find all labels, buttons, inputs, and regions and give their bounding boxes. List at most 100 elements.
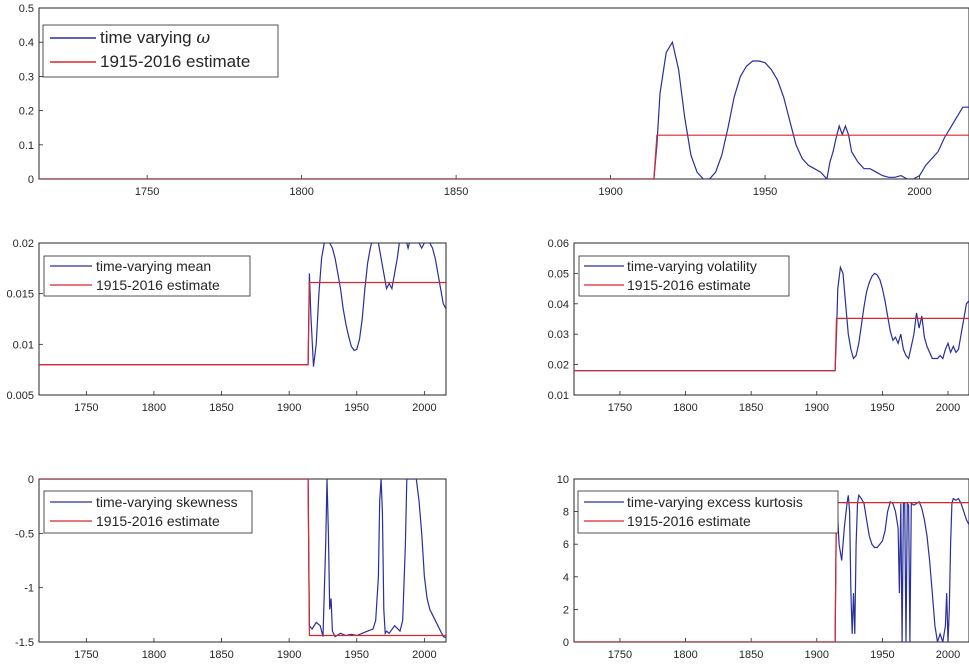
series-line-kurtosis-1 [574,502,969,642]
y-tick-label: 0.005 [6,390,34,402]
x-ticks-skewness: 1750 1800 1850 1900 1950 2000 [74,638,437,661]
legend-mean: time-varying mean 1915-2016 estimate [43,255,251,297]
y-tick-label: 0.015 [6,289,34,301]
x-tick-label: 1850 [739,649,763,661]
x-tick-label: 1950 [870,649,894,661]
x-ticks-omega: 1750 1800 1850 1900 1950 2000 [135,175,932,198]
y-tick-label: 0.05 [548,268,569,280]
y-tick-label: 0 [28,474,34,486]
x-tick-label: 1850 [444,186,468,198]
y-tick-label: 0 [28,174,34,186]
plot-kurtosis [574,493,969,642]
series-line-skewness-0 [39,479,446,639]
y-tick-label: 0.03 [548,329,569,341]
y-ticks-omega: 0 0.1 0.2 0.3 0.4 0.5 [19,3,43,186]
x-tick-label: 1750 [608,649,632,661]
y-tick-label: 6 [563,539,569,551]
y-tick-label: -0.5 [15,528,34,540]
x-tick-label: 1950 [753,186,777,198]
y-ticks-skewness: -1.5 -1 -0.5 0 [15,474,43,649]
y-tick-label: -1 [24,583,34,595]
y-tick-label: 0.02 [548,360,569,372]
chart-kurtosis: 0 2 4 6 8 10 1750 1800 1850 1900 1950 2000 time-va… [557,474,969,661]
legend-box-volatility [578,255,790,297]
x-ticks-kurtosis: 1750 1800 1850 1900 1950 2000 [608,638,960,661]
x-tick-label: 2000 [412,402,436,414]
x-tick-label: 2000 [936,402,960,414]
chart-volatility: 0.01 0.02 0.03 0.04 0.05 0.06 1750 1800 1850 190… [548,238,969,414]
x-tick-label: 1750 [608,402,632,414]
plot-mean [39,243,446,367]
x-tick-label: 2000 [936,649,960,661]
plot-volatility [574,265,969,372]
legend-omega: time varying ω 1915-2016 estimate [42,24,279,78]
series-line-kurtosis-0 [574,493,969,642]
y-tick-label: 10 [557,474,569,486]
legend-box-omega [42,24,279,78]
x-tick-label: 1750 [74,649,98,661]
x-tick-label: 2000 [907,186,931,198]
chart-mean: 0.005 0.01 0.015 0.02 1750 1800 1850 1900 1950 2… [6,238,447,414]
x-tick-label: 1850 [209,649,233,661]
y-tick-label: 0.02 [13,238,34,250]
legend-label-omega-1: 1915-2016 estimate [100,52,250,71]
legend-label-skewness-1: 1915-2016 estimate [96,513,220,529]
x-tick-label: 1950 [345,649,369,661]
x-tick-label: 1750 [74,402,98,414]
plot-skewness [39,479,446,639]
y-tick-label: 0 [563,637,569,649]
legend-label-mean-1: 1915-2016 estimate [96,277,220,293]
series-line-omega-0 [39,40,969,179]
plot-omega [39,40,969,179]
x-tick-label: 1950 [345,402,369,414]
x-tick-label: 1850 [739,402,763,414]
y-tick-label: 4 [563,572,569,584]
x-tick-label: 1800 [673,649,697,661]
x-tick-label: 1850 [209,402,233,414]
legend-label-mean-0: time-varying mean [96,258,211,274]
legend-skewness: time-varying skewness 1915-2016 estimate [43,490,253,534]
y-tick-label: 8 [563,507,569,519]
y-tick-label: 0.04 [548,299,569,311]
x-tick-label: 2000 [412,649,436,661]
x-tick-label: 1800 [142,649,166,661]
series-line-omega-1 [39,134,969,179]
legend-box-mean [43,255,251,297]
x-tick-label: 1800 [142,402,166,414]
x-ticks-volatility: 1750 1800 1850 1900 1950 2000 [608,391,960,414]
x-tick-label: 1900 [277,402,301,414]
y-tick-label: 0.01 [13,339,34,351]
y-tick-label: 0.2 [19,106,34,118]
x-tick-label: 1800 [673,402,697,414]
y-ticks-kurtosis: 0 2 4 6 8 10 [557,474,578,649]
series-line-volatility-1 [574,317,969,372]
x-tick-label: 1950 [870,402,894,414]
legend-label-kurtosis-0: time-varying excess kurtosis [627,494,803,510]
legend-kurtosis: time-varying excess kurtosis 1915-2016 e… [577,490,839,534]
x-tick-label: 1900 [805,402,829,414]
y-tick-label: 0.1 [19,140,34,152]
series-line-mean-0 [39,243,446,367]
series-line-volatility-0 [574,265,969,372]
y-ticks-volatility: 0.01 0.02 0.03 0.04 0.05 0.06 [548,238,578,402]
y-tick-label: 0.01 [548,390,569,402]
y-ticks-mean: 0.005 0.01 0.015 0.02 [6,238,43,402]
y-tick-label: 0.5 [19,3,34,15]
legend-label-volatility-1: 1915-2016 estimate [627,277,751,293]
legend-volatility: time-varying volatility 1915-2016 estima… [578,255,790,297]
x-tick-label: 1900 [805,649,829,661]
chart-omega: 0 0.1 0.2 0.3 0.4 0.5 1750 1800 1850 1900 1950 200… [19,3,969,198]
x-tick-label: 1900 [277,649,301,661]
y-tick-label: -1.5 [15,637,34,649]
legend-label-omega-0: time varying ω [100,28,210,48]
series-line-skewness-1 [39,479,446,637]
legend-label-kurtosis-1: 1915-2016 estimate [627,513,751,529]
y-tick-label: 0.06 [548,238,569,250]
legend-label-volatility-0: time-varying volatility [627,258,757,274]
legend-box-skewness [43,490,253,534]
y-tick-label: 0.3 [19,71,34,83]
chart-skewness: -1.5 -1 -0.5 0 1750 1800 1850 1900 1950 2000 tim… [15,474,447,661]
x-ticks-mean: 1750 1800 1850 1900 1950 2000 [74,391,437,414]
x-tick-label: 1800 [289,186,313,198]
